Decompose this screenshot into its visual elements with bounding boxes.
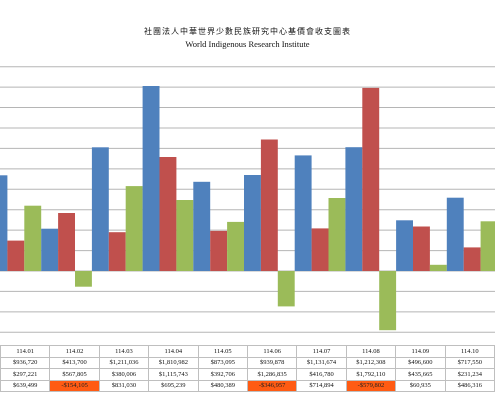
table-cell: $831,030 (98, 379, 150, 392)
table-cell: $380,006 (98, 368, 150, 381)
bar-114.04-s3 (176, 200, 194, 271)
table-row: $297,221 $567,805 $380,006 $1,115,743 $392,7… (0, 368, 495, 381)
table-cell: 114.01 (0, 345, 51, 358)
table-cell: 114.02 (49, 345, 100, 358)
bar-chart (0, 66, 495, 333)
table-cell: $297,221 (0, 368, 51, 381)
table-cell: $1,792,110 (345, 368, 397, 381)
bar-114.02-s2 (58, 213, 75, 271)
bar-114.09-s1 (396, 220, 413, 271)
table-cell: 114.08 (345, 345, 397, 358)
bar-114.05-s2 (210, 230, 228, 271)
table-cell: -$346,957 (246, 379, 298, 392)
table-cell: $873,095 (197, 356, 248, 369)
table-cell: $714,894 (296, 379, 347, 392)
bar-114.03-s3 (125, 186, 143, 271)
table-cell: 114.10 (444, 345, 495, 358)
bar-114.07-s3 (328, 198, 346, 271)
table-cell: $939,878 (246, 356, 298, 369)
table-row: $639,499 -$154,105 $831,030 $695,239 $480,38… (0, 379, 495, 392)
data-table: 114.01 114.02 114.03 114.04 114.05 114.06 114.… (0, 345, 495, 392)
table-cell: 114.05 (197, 345, 248, 358)
bars (0, 86, 495, 331)
bar-114.06-s3 (277, 271, 295, 307)
bar-114.08-s2 (362, 87, 380, 272)
bar-114.05-s1 (193, 181, 211, 271)
table-cell: $231,234 (444, 368, 495, 381)
table-cell: $480,389 (197, 379, 248, 392)
table-cell: -$579,802 (345, 379, 397, 392)
bar-114.10-s2 (463, 247, 481, 271)
bar-114.01-s2 (7, 240, 25, 271)
bar-114.09-s2 (413, 226, 430, 271)
bar-114.09-s3 (429, 264, 447, 271)
table-cell: $936,720 (0, 356, 51, 369)
table-cell: $695,239 (148, 379, 199, 392)
bar-114.03-s1 (91, 147, 109, 271)
table-cell: $60,935 (395, 379, 446, 392)
table-row: $936,720 $413,700 $1,211,036 $1,810,982 $873… (0, 356, 495, 369)
bar-114.07-s2 (311, 228, 329, 271)
table-cell: $486,316 (444, 379, 495, 392)
table-cell: $717,550 (444, 356, 495, 369)
bar-114.01-s1 (0, 175, 8, 271)
table-cell: 114.09 (395, 345, 446, 358)
bar-114.06-s1 (244, 175, 261, 271)
table-cell: $416,780 (296, 368, 347, 381)
bar-114.06-s2 (260, 139, 278, 271)
table-cell: $1,810,982 (148, 356, 199, 369)
table-cell: $413,700 (49, 356, 100, 369)
bar-114.04-s1 (142, 86, 160, 271)
table-row: 114.01 114.02 114.03 114.04 114.05 114.06 114.… (0, 345, 495, 358)
table-cell: 114.07 (296, 345, 347, 358)
chart-title-english: World Indigenous Research Institute (185, 39, 310, 49)
table-cell: $639,499 (0, 379, 51, 392)
table-cell: $1,211,036 (98, 356, 150, 369)
table-cell: 114.04 (148, 345, 199, 358)
table-cell: $567,805 (49, 368, 100, 381)
bar-114.03-s2 (108, 232, 126, 271)
bar-114.07-s1 (294, 155, 312, 271)
chart-title-chinese: 社團法人中華世界少數民族研究中心基價會收支圖表 (144, 27, 351, 36)
table-cell: $1,131,674 (296, 356, 347, 369)
table-cell: $435,665 (395, 368, 446, 381)
bar-114.10-s1 (446, 197, 464, 271)
bar-114.08-s3 (379, 271, 397, 331)
table-cell: $392,706 (197, 368, 248, 381)
bar-114.08-s1 (345, 147, 363, 271)
table-cell: 114.06 (246, 345, 298, 358)
table-cell: $496,600 (395, 356, 446, 369)
table-cell: -$154,105 (49, 379, 100, 392)
bar-114.10-s3 (480, 221, 495, 271)
table-cell: $1,115,743 (148, 368, 199, 381)
table-cell: $1,286,835 (246, 368, 298, 381)
bar-114.05-s3 (227, 221, 244, 271)
bar-114.02-s1 (41, 228, 59, 271)
table-cell: $1,212,308 (345, 356, 397, 369)
bar-114.04-s2 (159, 157, 177, 271)
table-cell: 114.03 (98, 345, 150, 358)
bar-114.02-s3 (75, 271, 92, 287)
bar-114.01-s3 (24, 205, 42, 271)
